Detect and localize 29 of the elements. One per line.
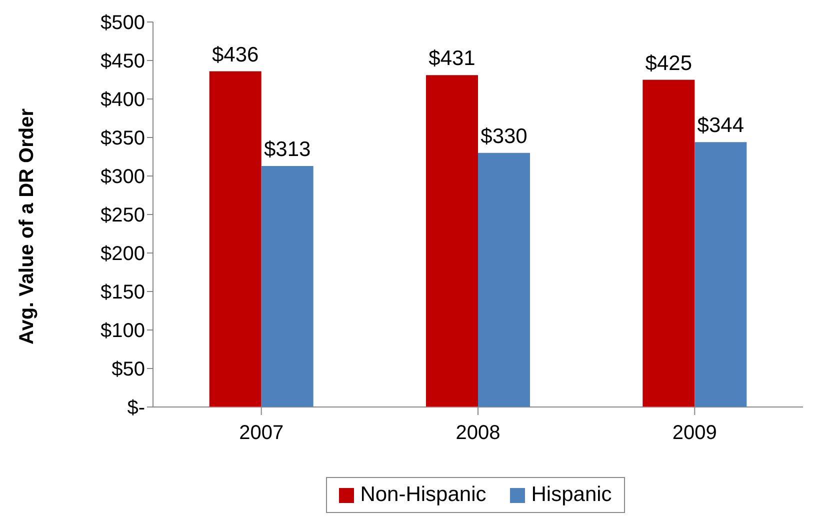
data-label: $344: [697, 114, 744, 138]
y-tick-label: $150: [100, 282, 145, 304]
y-tick-label: $500: [100, 12, 145, 34]
y-axis-title: Avg. Value of a DR Order: [16, 108, 38, 344]
y-tick-label: $250: [100, 204, 145, 227]
x-tick-label: 2009: [672, 422, 717, 444]
data-label: $313: [264, 138, 311, 161]
y-tick-label: $350: [100, 128, 145, 150]
y-tick-label: $300: [100, 166, 145, 188]
y-tick-label: $200: [100, 243, 145, 266]
bar: [261, 166, 314, 407]
y-tick-label: $50: [112, 358, 145, 381]
data-label: $425: [645, 52, 692, 75]
bar: [694, 142, 747, 407]
y-tick-label: $400: [100, 89, 145, 112]
x-tick-label: 2008: [456, 422, 500, 444]
data-label: $330: [480, 124, 528, 148]
bar: [426, 75, 478, 407]
x-tick-label: 2007: [239, 422, 284, 444]
bar: [642, 80, 695, 407]
y-tick-label: $100: [100, 320, 145, 342]
legend-label: Non-Hispanic: [360, 483, 486, 507]
bar: [478, 152, 530, 407]
data-label: $431: [428, 47, 476, 70]
legend-label: Hispanic: [531, 483, 612, 507]
data-label: $436: [212, 43, 259, 66]
y-tick-label: $-: [127, 397, 145, 420]
y-tick-label: $450: [100, 50, 145, 73]
bar: [209, 71, 262, 407]
